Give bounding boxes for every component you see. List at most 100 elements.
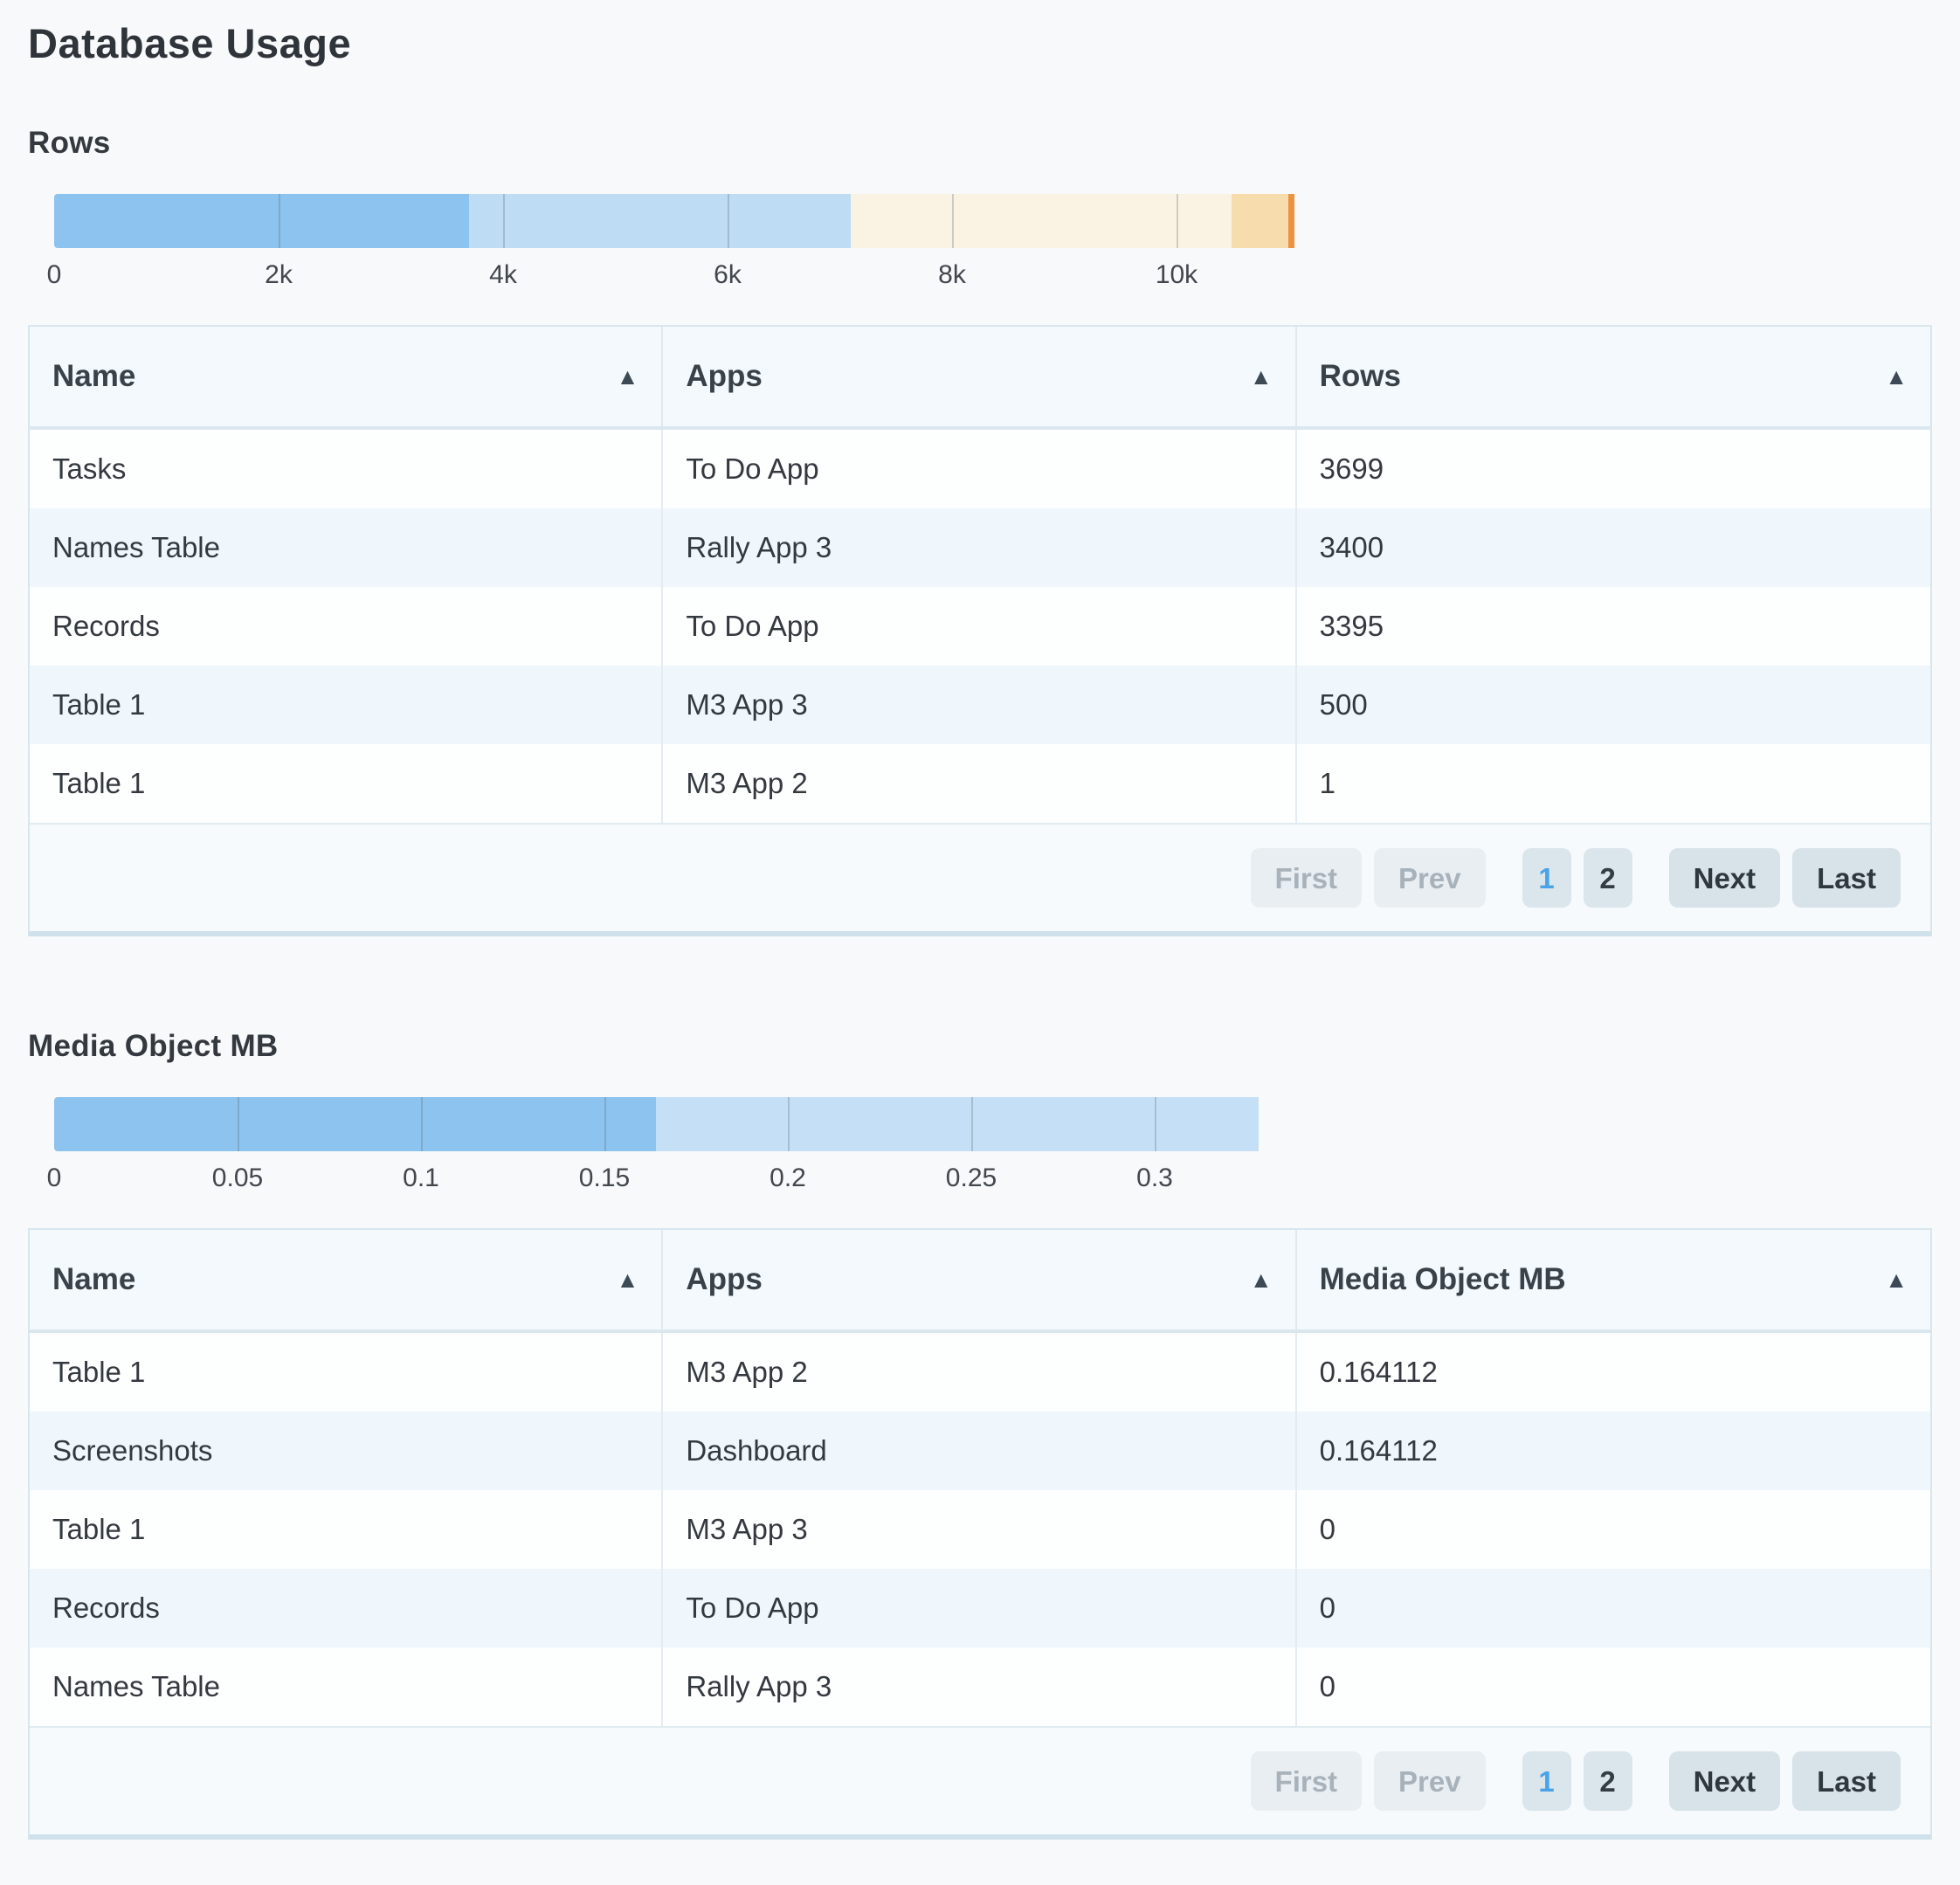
axis-tick-label: 0.3	[1136, 1163, 1173, 1192]
table-row: Names Table Rally App 3 0	[30, 1647, 1930, 1726]
rows-table-footer: First Prev 1 2 Next Last	[30, 823, 1930, 931]
axis-tick-label: 0	[46, 1163, 62, 1192]
table-row: Records To Do App 3395	[30, 587, 1930, 666]
column-header-apps[interactable]: Apps ▲	[663, 1230, 1297, 1329]
rows-chart-plot: 0 2k 4k 6k 8k 10k	[47, 194, 1932, 295]
table-cell: 3395	[1319, 610, 1384, 642]
column-header-name[interactable]: Name ▲	[30, 327, 664, 426]
table-cell: Table 1	[30, 1490, 664, 1569]
table-row: Names Table Rally App 3 3400	[30, 508, 1930, 587]
column-header-label: Media Object MB	[1319, 1262, 1566, 1296]
rows-table-card: Name ▲ Apps ▲ Rows ▲ Tasks To Do App 3699 Names …	[28, 325, 1932, 936]
next-button[interactable]: Next	[1668, 848, 1781, 908]
column-header-label: Rows	[1319, 359, 1402, 393]
table-cell: 3699	[1319, 452, 1384, 485]
bar-segment-names-table-rally-app-3[interactable]	[469, 194, 852, 248]
axis-tick-label: 0.15	[578, 1163, 631, 1192]
database-usage-page: Database Usage Rows 0 2k 4k 6k 8k 10k Name ▲ Ap…	[0, 19, 1960, 1840]
sort-ascending-icon: ▲	[1249, 1266, 1273, 1293]
table-cell: 1	[1319, 767, 1336, 799]
table-cell: Table 1	[30, 1333, 664, 1412]
sort-ascending-icon: ▲	[1885, 1266, 1908, 1293]
media-object-stacked-bar	[54, 1097, 1932, 1151]
rows-table-header-row: Name ▲ Apps ▲ Rows ▲	[30, 327, 1930, 430]
axis-tick-label: 0.2	[770, 1163, 806, 1192]
prev-button: Prev	[1374, 848, 1486, 908]
table-cell: Dashboard	[663, 1412, 1297, 1490]
axis-tick-label: 0.05	[211, 1163, 264, 1192]
page-title: Database Usage	[28, 20, 352, 66]
table-cell: Table 1	[30, 744, 664, 823]
prev-button: Prev	[1374, 1751, 1486, 1811]
rows-axis: 0 2k 4k 6k 8k 10k	[47, 260, 1932, 295]
table-cell: Tasks	[30, 430, 664, 508]
table-row: Table 1 M3 App 2 0.164112	[30, 1333, 1930, 1412]
table-cell: Records	[30, 587, 664, 666]
sort-ascending-icon: ▲	[616, 362, 639, 390]
axis-tick-label: 0.25	[945, 1163, 997, 1192]
table-cell: M3 App 2	[663, 744, 1297, 823]
table-cell: M3 App 2	[663, 1333, 1297, 1412]
bar-segment-records-to-do-app[interactable]	[851, 194, 1232, 248]
table-row: Screenshots Dashboard 0.164112	[30, 1412, 1930, 1490]
axis-tick-label: 0.1	[403, 1163, 439, 1192]
bar-segment-table-1-m3-app-3[interactable]	[1232, 194, 1288, 248]
page-2-button[interactable]: 2	[1583, 848, 1632, 908]
rows-chart: 0 2k 4k 6k 8k 10k	[28, 194, 1932, 295]
table-cell: To Do App	[663, 430, 1297, 508]
table-cell: Names Table	[30, 508, 664, 587]
media-object-table-body: Table 1 M3 App 2 0.164112 Screenshots Dashbo…	[30, 1333, 1930, 1726]
table-cell: 0.164112	[1319, 1434, 1438, 1467]
table-row: Records To Do App 0	[30, 1569, 1930, 1647]
last-button[interactable]: Last	[1792, 1751, 1901, 1811]
column-header-rows[interactable]: Rows ▲	[1297, 327, 1930, 426]
table-cell: M3 App 3	[663, 666, 1297, 744]
media-object-section-heading: Media Object MB	[28, 1029, 279, 1063]
media-object-table-card: Name ▲ Apps ▲ Media Object MB ▲ Table 1 M3 App…	[28, 1228, 1932, 1840]
axis-tick-label: 8k	[938, 260, 966, 289]
axis-tick-label: 0	[46, 260, 62, 289]
axis-tick-label: 6k	[714, 260, 742, 289]
bar-segment-table-1-m3-app-2[interactable]	[54, 1097, 657, 1151]
last-button[interactable]: Last	[1792, 848, 1901, 908]
bar-segment-table-1-m3-app-2[interactable]	[1287, 194, 1294, 248]
table-row: Tasks To Do App 3699	[30, 430, 1930, 508]
table-cell: To Do App	[663, 587, 1297, 666]
sort-ascending-icon: ▲	[1249, 362, 1273, 390]
media-object-axis: 0 0.05 0.1 0.15 0.2 0.25 0.3	[47, 1163, 1932, 1198]
axis-tick-label: 4k	[489, 260, 517, 289]
rows-table-body: Tasks To Do App 3699 Names Table Rally App 3…	[30, 430, 1930, 823]
axis-tick-label: 2k	[265, 260, 293, 289]
page-2-button[interactable]: 2	[1583, 1751, 1632, 1811]
bar-segment-tasks-to-do-app[interactable]	[54, 194, 470, 248]
bar-segment-screenshots-dashboard[interactable]	[656, 1097, 1259, 1151]
next-button[interactable]: Next	[1668, 1751, 1781, 1811]
rows-section: Rows 0 2k 4k 6k 8k 10k Name ▲ Apps ▲ Rows ▲ Tasks T…	[28, 124, 1932, 936]
media-object-table-footer: First Prev 1 2 Next Last	[30, 1726, 1930, 1834]
column-header-media-object-mb[interactable]: Media Object MB ▲	[1297, 1230, 1930, 1329]
table-cell: 0	[1319, 1513, 1336, 1545]
table-row: Table 1 M3 App 3 0	[30, 1490, 1930, 1569]
table-cell: 0.164112	[1319, 1356, 1438, 1388]
sort-ascending-icon: ▲	[1885, 362, 1908, 390]
first-button: First	[1250, 1751, 1363, 1811]
table-cell: Names Table	[30, 1647, 664, 1726]
page-1-button[interactable]: 1	[1522, 1751, 1571, 1811]
table-cell: 3400	[1319, 531, 1384, 563]
rows-stacked-bar	[54, 194, 1932, 248]
table-cell: Rally App 3	[663, 1647, 1297, 1726]
media-object-chart-plot: 0 0.05 0.1 0.15 0.2 0.25 0.3	[47, 1097, 1932, 1198]
column-header-name[interactable]: Name ▲	[30, 1230, 664, 1329]
media-object-table-header-row: Name ▲ Apps ▲ Media Object MB ▲	[30, 1230, 1930, 1333]
column-header-label: Apps	[686, 359, 763, 393]
rows-section-heading: Rows	[28, 126, 111, 160]
table-row: Table 1 M3 App 3 500	[30, 666, 1930, 744]
table-cell: To Do App	[663, 1569, 1297, 1647]
column-header-label: Apps	[686, 1262, 763, 1296]
axis-tick-label: 10k	[1155, 260, 1198, 289]
table-cell: M3 App 3	[663, 1490, 1297, 1569]
column-header-apps[interactable]: Apps ▲	[663, 327, 1297, 426]
rows-pagination: First Prev 1 2 Next Last	[1250, 848, 1901, 908]
page-1-button[interactable]: 1	[1522, 848, 1571, 908]
table-cell: Table 1	[30, 666, 664, 744]
